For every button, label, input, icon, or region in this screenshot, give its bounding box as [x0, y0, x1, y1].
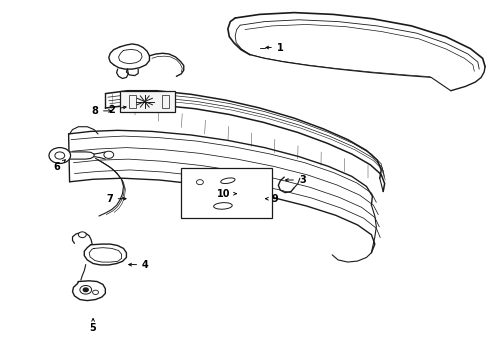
Circle shape: [104, 151, 114, 158]
Text: 5: 5: [90, 319, 97, 333]
Circle shape: [83, 288, 88, 292]
Bar: [162, 95, 169, 108]
Text: 4: 4: [129, 260, 149, 270]
Circle shape: [80, 285, 92, 294]
Text: 1: 1: [266, 42, 284, 53]
Text: 6: 6: [53, 160, 65, 172]
Bar: [120, 91, 175, 112]
Bar: [129, 95, 136, 108]
Circle shape: [55, 152, 65, 159]
Circle shape: [93, 290, 98, 294]
Text: 10: 10: [217, 189, 236, 199]
Circle shape: [196, 180, 203, 185]
Text: 2: 2: [108, 105, 126, 115]
Text: 9: 9: [266, 194, 279, 204]
Bar: [181, 168, 272, 218]
Circle shape: [78, 232, 86, 238]
Text: 7: 7: [106, 194, 126, 204]
Circle shape: [49, 148, 71, 163]
Text: 8: 8: [91, 106, 111, 116]
Text: 3: 3: [286, 175, 306, 185]
